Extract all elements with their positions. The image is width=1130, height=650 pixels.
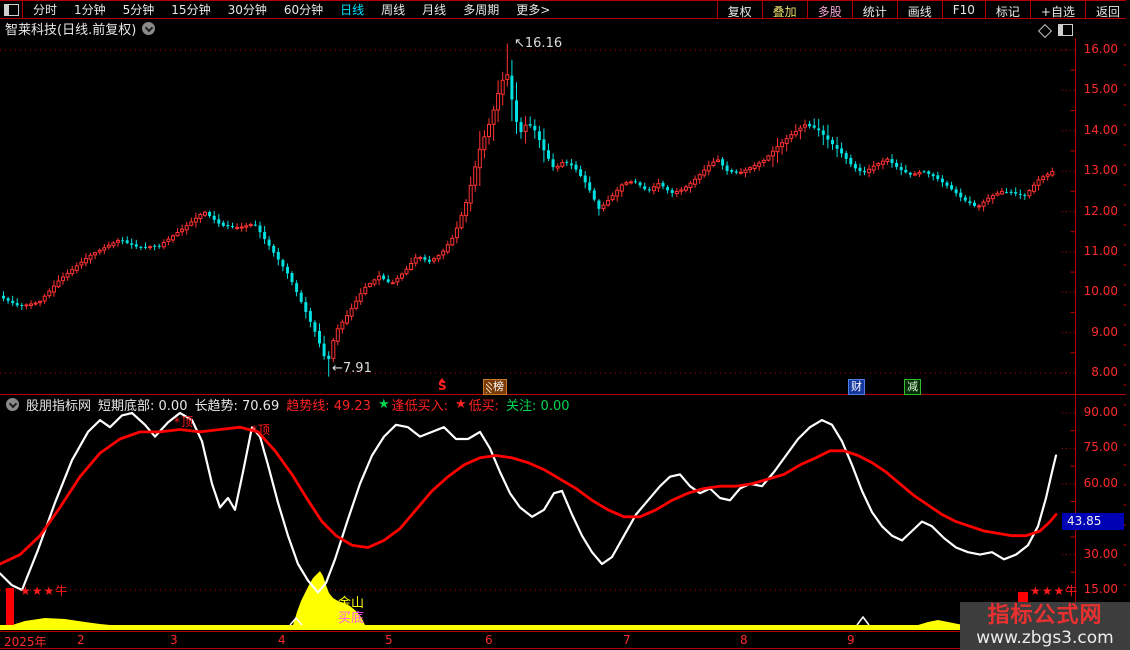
long-trend-value: 长趋势: 70.69 <box>194 398 280 414</box>
panel-toggle-icon[interactable] <box>1058 24 1073 36</box>
financial-report-badge[interactable]: 财 <box>848 379 865 395</box>
red-star-icon: ★ <box>455 396 467 412</box>
period-tab-2[interactable]: 5分钟 <box>122 3 155 17</box>
title-row: 智莱科技(日线.前复权) <box>0 19 1130 38</box>
indicator-value-badge: 43.85 <box>1062 513 1124 530</box>
toolbar-button-2[interactable]: 多股 <box>806 1 852 19</box>
watch-value: 关注: 0.00 <box>506 398 570 414</box>
main-price-axis: 16.00 15.00 14.00 13.00 12.00 11.00 10.00 9.00 8… <box>1076 0 1124 400</box>
indicator-level-label-2: 60.00 <box>1083 475 1118 490</box>
period-tab-6[interactable]: 日线 <box>340 3 365 17</box>
time-axis: 2025年 2 3 4 5 6 7 8 9 <box>0 632 1130 649</box>
watermark-url: www.zbgs3.com <box>976 628 1114 648</box>
price-label-0: 16.00 <box>1083 42 1118 56</box>
period-tab-4[interactable]: 30分钟 <box>227 3 267 17</box>
chevron-down-icon[interactable] <box>142 22 156 35</box>
price-label-5: 11.00 <box>1083 243 1118 258</box>
ranking-label: 榜 <box>493 380 504 393</box>
indicator-level-label-0: 90.00 <box>1083 405 1118 419</box>
month-label-5: 7 <box>623 633 631 647</box>
period-tab-5[interactable]: 60分钟 <box>283 3 324 17</box>
month-label-2: 4 <box>278 633 286 647</box>
collapse-indicator-icon[interactable] <box>6 397 19 411</box>
month-label-4: 6 <box>485 633 493 647</box>
bull-marker-left: ★★★牛 <box>20 584 69 598</box>
ranking-event-badge[interactable]: 榜 <box>483 379 507 395</box>
month-label-1: 3 <box>170 633 178 647</box>
share-reduction-badge[interactable]: 减 <box>904 379 921 395</box>
bull-marker-right: ★★★牛 <box>1030 584 1079 598</box>
financial-label: 财 <box>851 380 862 393</box>
top-toolbar: 分时 1分钟 5分钟 15分钟 30分钟 60分钟 日线 周线 月线 多周期 更多> 复权 叠加 多股统… <box>0 0 1130 19</box>
period-tab-10[interactable]: 更多> <box>516 3 551 17</box>
toolbar-button-4[interactable]: 画线 <box>896 1 942 19</box>
window-layout-button[interactable] <box>0 1 23 18</box>
buy-low-signal: 逢低买入: <box>391 398 448 414</box>
price-label-2: 14.00 <box>1083 122 1118 137</box>
toolbar-button-3[interactable]: 统计 <box>851 1 897 19</box>
indicator-level-label-5: 15.00 <box>1083 582 1118 596</box>
toolbar-button-0[interactable]: 复权 <box>716 1 762 19</box>
period-tabs: 分时 1分钟 5分钟 15分钟 30分钟 60分钟 日线 周线 月线 多周期 更多> <box>23 1 550 18</box>
year-label: 2025年 <box>4 635 47 649</box>
green-star-icon: ★ <box>377 396 390 412</box>
xdr-label: S <box>438 379 447 393</box>
toolbar-button-1[interactable]: 叠加 <box>761 1 807 19</box>
period-tab-8[interactable]: 月线 <box>422 3 447 17</box>
stock-title: 智莱科技(日线.前复权) <box>5 23 137 38</box>
low-buy-signal: 低买: <box>468 398 500 414</box>
short-bottom-value: 短期底部: 0.00 <box>98 398 188 414</box>
reduction-label: 减 <box>907 380 918 393</box>
month-label-3: 5 <box>385 633 393 647</box>
watermark-title: 指标公式网 <box>987 603 1103 628</box>
period-tab-1[interactable]: 1分钟 <box>74 3 106 17</box>
period-tab-7[interactable]: 周线 <box>381 3 406 17</box>
trend-line-value: 趋势线: 49.23 <box>286 398 371 414</box>
top-marker-1: *顶 <box>174 415 195 429</box>
indicator-header: 股朋指标网 短期底部: 0.00 长趋势: 70.69 趋势线: 49.23 ★… <box>0 395 1075 413</box>
month-label-6: 8 <box>740 633 748 647</box>
price-label-3: 13.00 <box>1083 163 1118 178</box>
pattern-icon <box>486 381 492 393</box>
indicator-level-label-1: 75.00 <box>1083 440 1118 455</box>
gold-hill-label: 金山 <box>338 596 365 611</box>
toolbar-button-7[interactable]: +自选 <box>1029 1 1085 19</box>
indicator-site-name: 股朋指标网 <box>26 398 92 414</box>
low-price-annotation: ←7.91 <box>332 361 372 376</box>
indicator-level-label-4: 30.00 <box>1083 546 1118 561</box>
period-tab-9[interactable]: 多周期 <box>463 3 500 17</box>
price-label-6: 10.00 <box>1083 284 1118 299</box>
xdr-event-marker[interactable]: S <box>438 378 447 394</box>
price-label-8: 8.00 <box>1091 365 1118 379</box>
layout-icon <box>3 3 19 16</box>
up-arrow-icon <box>439 378 446 382</box>
month-label-0: 2 <box>77 633 85 647</box>
period-tab-0[interactable]: 分时 <box>33 3 58 17</box>
price-label-7: 9.00 <box>1091 324 1118 339</box>
right-scroll-strip[interactable] <box>1126 0 1130 650</box>
watermark-box: 指标公式网 www.zbgs3.com <box>960 602 1130 650</box>
toolbar-button-8[interactable]: 返回 <box>1084 1 1130 19</box>
high-price-annotation: ↖16.16 <box>514 36 563 51</box>
top-marker-2: *顶 <box>251 423 272 437</box>
toolbar-right-actions: 复权 叠加 多股 统计 画线 F10 标记 +自选 返回 <box>716 1 1130 19</box>
buy-bottom-label: 买底 <box>338 611 365 626</box>
month-label-7: 9 <box>847 633 855 647</box>
period-tab-3[interactable]: 15分钟 <box>171 3 211 17</box>
price-label-1: 15.00 <box>1083 82 1118 97</box>
price-label-4: 12.00 <box>1083 203 1118 218</box>
toolbar-button-5[interactable]: F10 <box>941 1 985 18</box>
toolbar-button-6[interactable]: 标记 <box>984 1 1030 19</box>
